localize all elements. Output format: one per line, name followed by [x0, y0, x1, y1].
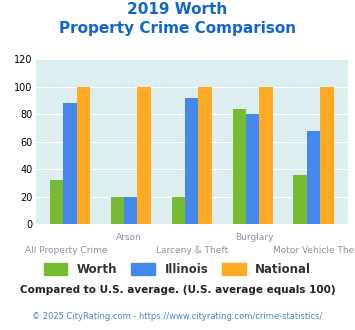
Bar	[50, 181, 63, 224]
Text: © 2025 CityRating.com - https://www.cityrating.com/crime-statistics/: © 2025 CityRating.com - https://www.city…	[32, 312, 323, 321]
Bar	[63, 103, 77, 224]
Text: Arson: Arson	[116, 233, 142, 242]
Bar	[307, 131, 320, 224]
Bar	[198, 87, 212, 224]
Text: Larceny & Theft: Larceny & Theft	[155, 246, 228, 255]
Bar	[260, 87, 273, 224]
Text: 2019 Worth: 2019 Worth	[127, 2, 228, 16]
Bar	[294, 175, 307, 224]
Bar	[246, 115, 260, 224]
Bar	[171, 197, 185, 224]
Text: All Property Crime: All Property Crime	[26, 246, 108, 255]
Bar	[233, 109, 246, 224]
Text: Motor Vehicle Theft: Motor Vehicle Theft	[273, 246, 355, 255]
Bar	[77, 87, 90, 224]
Bar	[137, 87, 151, 224]
Bar	[185, 98, 198, 224]
Text: Burglary: Burglary	[235, 233, 273, 242]
Text: Property Crime Comparison: Property Crime Comparison	[59, 21, 296, 36]
Text: Compared to U.S. average. (U.S. average equals 100): Compared to U.S. average. (U.S. average …	[20, 285, 335, 295]
Legend: Worth, Illinois, National: Worth, Illinois, National	[39, 258, 316, 281]
Bar	[124, 197, 137, 224]
Bar	[320, 87, 334, 224]
Bar	[111, 197, 124, 224]
